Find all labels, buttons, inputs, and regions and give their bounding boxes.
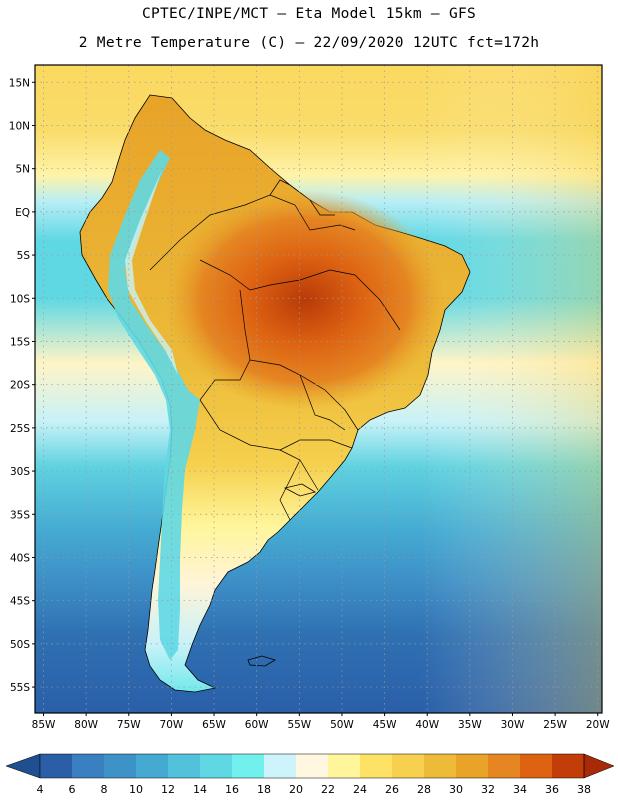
colorbar-swatch <box>104 754 137 778</box>
colorbar-swatch <box>168 754 201 778</box>
colorbar-swatch <box>360 754 393 778</box>
colorbar-swatch <box>328 754 361 778</box>
colorbar-label: 18 <box>257 783 271 796</box>
lon-label: 20W <box>586 719 610 731</box>
colorbar-swatch <box>40 754 73 778</box>
colorbar-label: 12 <box>161 783 175 796</box>
colorbar-label: 10 <box>129 783 143 796</box>
lon-label: 75W <box>117 719 141 731</box>
hot-core-region <box>165 190 445 410</box>
colorbar-outline <box>39 753 585 779</box>
lat-label: 25S <box>10 423 30 435</box>
colorbar-label: 6 <box>69 783 76 796</box>
map-title: CPTEC/INPE/MCT – Eta Model 15km – GFS <box>141 6 477 22</box>
country-borders <box>149 179 401 521</box>
colorbar-swatch <box>520 754 553 778</box>
lon-label: 70W <box>160 719 184 731</box>
andes-cold-strip <box>108 150 200 660</box>
colorbar-label: 14 <box>193 783 207 796</box>
lon-label: 30W <box>501 719 525 731</box>
colorbar-label: 16 <box>225 783 239 796</box>
colorbar-label: 28 <box>417 783 431 796</box>
latitude-labels: 15N 10N 5N EQ 5S 10S 15S 20S 25S 30S 35S 40S 45S 50S 5… <box>9 77 35 694</box>
colorbar-swatch <box>488 754 521 778</box>
lat-label: 30S <box>10 466 30 478</box>
lat-label: 5S <box>17 250 31 262</box>
lat-label: 5N <box>15 164 30 176</box>
colorbar-swatch <box>296 754 329 778</box>
map-frame <box>34 64 603 714</box>
colorbar-label: 36 <box>545 783 559 796</box>
lat-label: 20S <box>10 380 30 392</box>
map-subtitle: 2 Metre Temperature (C) – 22/09/2020 12U… <box>78 35 540 51</box>
lon-label: 40W <box>415 719 439 731</box>
colorbar-high-arrow <box>583 753 615 779</box>
lat-label: 40S <box>10 552 30 564</box>
lat-label: EQ <box>15 207 30 219</box>
colorbar-swatch <box>552 754 585 778</box>
longitude-labels: 85W 80W 75W 70W 65W 60W 55W 50W 45W 40W 35W 30W 25W 2… <box>32 713 610 731</box>
colorbar-label: 8 <box>101 783 108 796</box>
colorbar-low-arrow <box>5 753 41 779</box>
colorbar-swatch <box>200 754 233 778</box>
lon-label: 45W <box>373 719 397 731</box>
lon-label: 65W <box>202 719 226 731</box>
lon-label: 25W <box>543 719 567 731</box>
colorbar-label: 22 <box>321 783 335 796</box>
lon-label: 80W <box>74 719 98 731</box>
colorbar-label: 38 <box>577 783 591 796</box>
lat-label: 35S <box>10 509 30 521</box>
lon-label: 85W <box>32 719 56 731</box>
colorbar-label: 26 <box>385 783 399 796</box>
lat-label: 15S <box>10 336 30 348</box>
lat-lon-grid <box>35 65 602 713</box>
lat-label: 45S <box>10 596 30 608</box>
lon-label: 35W <box>458 719 482 731</box>
lat-label: 10N <box>9 120 30 132</box>
colorbar-label: 32 <box>481 783 495 796</box>
lat-label: 15N <box>9 77 30 89</box>
lat-label: 55S <box>10 682 30 694</box>
colorbar-swatch <box>232 754 265 778</box>
lat-label: 10S <box>10 293 30 305</box>
colorbar-label: 30 <box>449 783 463 796</box>
colorbar-swatch <box>392 754 425 778</box>
lon-label: 55W <box>287 719 311 731</box>
colorbar-swatch <box>456 754 489 778</box>
colorbar-label: 34 <box>513 783 527 796</box>
colorbar-label: 20 <box>289 783 303 796</box>
colorbar-swatch <box>136 754 169 778</box>
lon-label: 60W <box>245 719 269 731</box>
colorbar-swatch <box>72 754 105 778</box>
lon-label: 50W <box>330 719 354 731</box>
lat-label: 50S <box>10 639 30 651</box>
colorbar-label: 24 <box>353 783 367 796</box>
colorbar-swatch <box>264 754 297 778</box>
colorbar-label: 4 <box>37 783 44 796</box>
temperature-colorbar: 4 6 8 10 12 14 16 18 20 22 24 26 28 30 32 34 36 38 <box>5 753 615 796</box>
colorbar-swatch <box>424 754 457 778</box>
